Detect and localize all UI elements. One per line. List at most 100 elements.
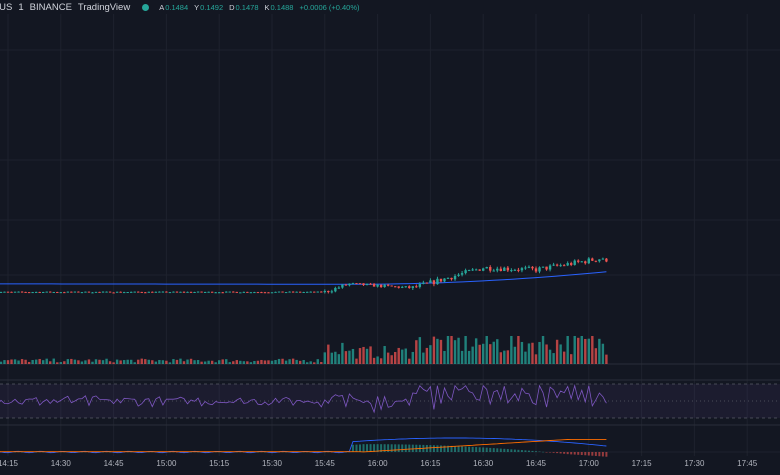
candle-body [309,291,312,293]
volume-bar [460,350,464,364]
volume-bar [253,360,256,364]
volume-bar [313,362,316,364]
volume-bar [291,358,295,364]
candle-body [274,291,277,293]
time-axis-label: 15:30 [261,459,283,468]
candle-body [94,291,98,293]
macd-histogram-bar [359,444,361,452]
time-axis-label: 16:30 [473,459,494,468]
candle-body [566,263,569,266]
macd-histogram-bar [577,452,580,455]
macd-histogram-bar [408,444,411,452]
candle-body [137,291,140,293]
candle-body [425,282,429,284]
volume-bar [334,351,337,364]
candle-body [256,292,260,294]
volume-bar [288,359,291,364]
volume-bar [598,338,601,364]
macd-histogram-bar [542,451,545,453]
candle-body [513,269,517,271]
volume-bar [147,359,150,364]
candle-body [221,292,224,294]
macd-histogram-bar [429,445,432,452]
candle-body [320,291,323,293]
volume-bar [443,350,446,364]
volume-bar [513,346,517,364]
volume-bar [13,359,17,364]
candle-body [601,258,605,260]
macd-histogram-bar [432,445,435,452]
candle-body [87,291,91,293]
volume-bar [411,351,414,364]
volume-bar [457,337,460,364]
volume-bar [235,360,238,364]
low-key: D [229,2,235,12]
volume-pane [0,336,608,364]
macd-histogram-bar [566,452,569,455]
candle-body [422,282,425,284]
volume-bar [534,354,538,364]
candle-body [165,291,168,293]
symbol-name[interactable]: rUS [0,1,13,13]
volume-bar [249,362,253,364]
ohlc-values: A0.1484 Y0.1492 D0.1478 K0.1488 +0.0006 … [159,3,359,12]
volume-bar [63,361,66,364]
macd-histogram-bar [390,444,393,452]
candle-body [478,269,481,271]
time-axis[interactable]: 14:15 14:30 14:45 15:00 15:15 15:30 15:45 16:00… [0,458,780,470]
candle-body [56,291,59,293]
candle-body [474,269,478,271]
macd-histogram-bar [485,447,488,452]
candle-body [577,260,580,262]
volume-bar [404,348,407,364]
macd-histogram-bar [587,452,590,456]
change-value: +0.0006 (+0.40%) [299,2,360,12]
volume-bar [3,360,6,364]
candle-body [520,268,524,271]
macd-histogram-bar [556,452,559,454]
volume-bar [418,337,422,364]
macd-histogram-bar [190,451,193,453]
candle-body [418,283,422,287]
macd-histogram-bar [482,447,485,452]
candle-body [6,291,10,293]
candle-body [443,278,446,282]
volume-bar [577,337,580,364]
candle-body [73,291,77,293]
volume-bar [225,359,228,364]
candle-body [27,292,31,294]
interval-label[interactable]: 1 [18,1,24,13]
macd-histogram-bar [35,451,38,453]
volume-bar [56,362,59,364]
volume-bar [372,357,376,364]
candle-body [562,265,566,267]
volume-bar [133,362,136,364]
macd-signal-line [0,438,607,453]
volume-bar [327,344,330,364]
chart-legend: rUS 1 BINANCE TradingView A0.1484 Y0.149… [0,0,360,14]
candle-body [0,291,3,293]
candle-body [13,291,17,293]
candle-body [457,274,460,276]
volume-bar [31,360,34,364]
volume-bar [267,360,270,364]
volume-bar [337,354,341,364]
candle-body [372,283,376,287]
candle-body [460,273,464,275]
macd-histogram-bar [401,444,404,452]
macd-histogram-bar [580,452,583,456]
macd-histogram-bar [21,451,24,453]
volume-bar [510,336,513,364]
candle-body [591,258,594,261]
candle-body [527,266,531,268]
candle-body [235,291,238,293]
high-value: 0.1492 [200,2,224,12]
candle-body [246,291,249,293]
candle-body [492,270,495,272]
volume-bar [42,360,45,364]
volume-bar [584,338,587,364]
candle-body [482,268,485,271]
candle-body [334,287,337,292]
